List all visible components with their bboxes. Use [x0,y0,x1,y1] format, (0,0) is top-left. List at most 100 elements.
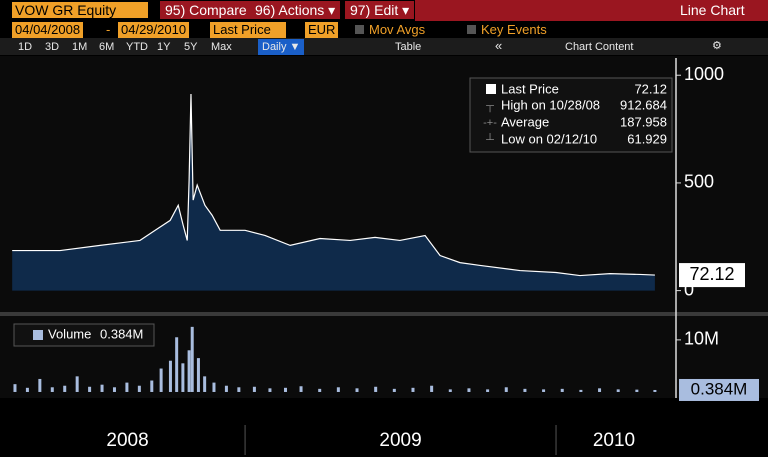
edit-menu[interactable]: 97) Edit ▾ [345,1,415,19]
last-volume-tag [679,378,759,401]
range-button[interactable]: YTD [126,41,148,53]
stat-label: Average [501,114,549,129]
volume-bar [190,326,194,392]
pane-divider [0,312,768,316]
volume-bar [212,382,216,392]
volume-bar [467,388,471,392]
stat-icon: -+- [483,117,497,129]
stat-value: 61.929 [627,131,667,146]
range-button[interactable]: 6M [99,41,115,53]
volume-bar [579,389,583,392]
time-band [0,400,768,457]
last-value-tag [679,263,745,288]
compare-button[interactable]: 95) Compare [160,1,252,19]
last-value-label: 72.12 [689,264,734,284]
volume-bar [318,388,322,392]
key-events[interactable]: Key Events [481,22,547,37]
chart-content-button[interactable]: Chart Content [565,41,634,53]
volume-bar [100,384,104,392]
volume-bar [181,363,185,392]
volume-bar [430,385,434,392]
legend-value: 72.12 [634,81,667,96]
mov-avgs[interactable]: Mov Avgs [369,22,426,37]
volume-bar [224,385,228,392]
y-tick-label: 500 [684,172,714,192]
range-button[interactable]: 5Y [184,41,198,53]
collapse-button[interactable]: « [495,38,503,53]
price-line [12,94,655,277]
legend-box [469,77,673,153]
volume-bar [196,358,200,392]
settings-icon[interactable]: ⚙ [712,40,722,52]
actions-menu[interactable]: 96) Actions ▾ [250,1,341,19]
volume-bar [448,389,452,392]
view-title: Line Chart [680,2,745,18]
volume-bar [112,387,116,392]
range-button[interactable]: 1M [72,41,88,53]
checkbox[interactable] [355,25,364,34]
volume-bar [150,380,154,392]
volume-bar [203,376,207,392]
volume-bar [299,386,303,392]
volume-bar [13,384,17,392]
volume-bar [283,387,287,392]
range-button[interactable]: Max [211,41,232,53]
volume-bar [168,360,172,392]
legend-name: Last Price [501,81,559,96]
volume-bar [653,389,657,392]
volume-bar [598,388,602,392]
volume-bar [374,386,378,392]
date-dash: - [106,22,111,37]
volume-bar [523,388,527,392]
end-date[interactable]: 04/29/2010 [118,22,190,38]
stat-label: Low on 02/12/10 [501,131,597,146]
volume-bar [237,387,241,392]
table-button[interactable]: Table [395,41,422,53]
range-button[interactable]: 1D [18,41,33,53]
stat-value: 187.958 [620,114,667,129]
legend: Last Price 72.12 ┬ High on 10/28/08 912.684 -… [469,77,673,153]
volume-bar [252,386,256,392]
volume-bar [50,387,54,392]
volume-bar [355,388,359,392]
legend-swatch [486,84,496,94]
volume-bar [175,337,179,392]
legend-name: Volume [48,326,91,341]
currency-select[interactable]: EUR [305,22,339,38]
volume-bar [504,387,508,392]
year-label: 2008 [106,430,148,451]
field-select[interactable]: Last Price [210,22,286,38]
volume-bar [187,350,191,392]
checkbox[interactable] [467,25,476,34]
volume-bar [88,386,92,392]
volume-bar [560,388,564,392]
volume-bar [392,388,396,392]
range-bar [0,38,768,55]
start-date[interactable]: 04/04/2008 [12,22,84,38]
volume-bar [25,387,29,392]
volume-bar [137,385,141,392]
range-button[interactable]: 1Y [157,41,171,53]
volume-bar [411,387,415,392]
legend-box [13,323,155,347]
range-button[interactable]: 3D [45,41,60,53]
title-bar [415,0,768,21]
year-label: 2009 [379,430,421,451]
volume-bar [38,378,42,392]
stat-value: 912.684 [620,97,667,112]
year-label: 2010 [593,430,635,451]
y-tick-label: 10M [684,329,719,349]
volume-bar [486,389,490,392]
period-select[interactable]: Daily ▼ [258,39,305,55]
ticker-input[interactable]: VOW GR Equity [12,2,148,18]
volume-bar [75,376,79,392]
legend-swatch [33,330,43,340]
volume-bar [542,389,546,392]
y-tick-label: 0 [684,279,694,299]
last-volume-label: 0.384M [691,379,748,398]
legend-value: 0.384M [100,326,143,341]
volume-bar [336,387,340,392]
stat-icon: ┬ [485,100,494,113]
